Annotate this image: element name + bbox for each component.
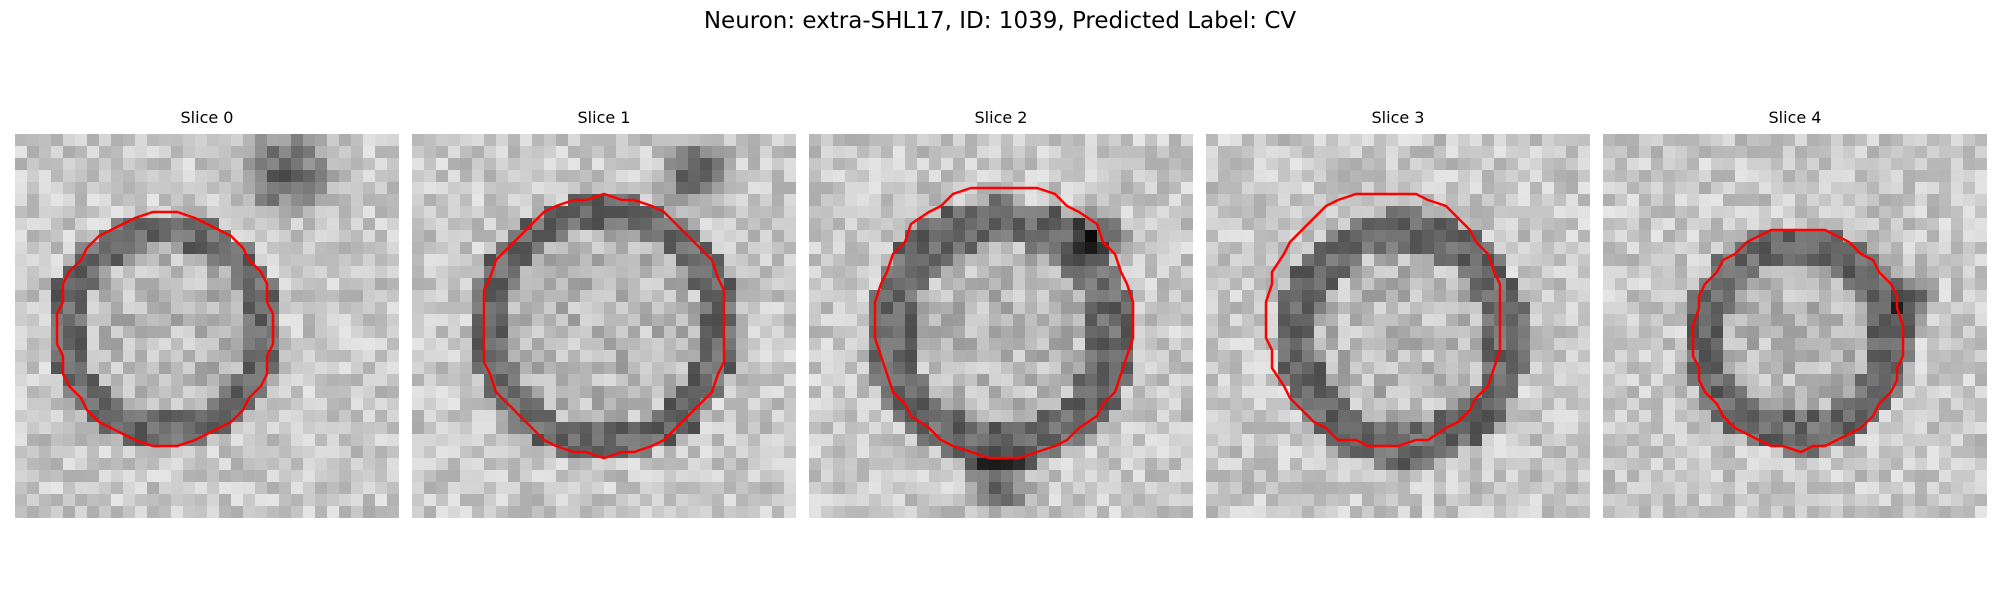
pixel-grid (809, 134, 1193, 518)
slice-panel-4: Slice 4 (1603, 108, 1987, 518)
slice-title-4: Slice 4 (1768, 108, 1822, 127)
slice-panel-0: Slice 0 (15, 108, 399, 518)
pixel-grid (1206, 134, 1590, 518)
slice-panel-3: Slice 3 (1206, 108, 1590, 518)
slice-image-0 (15, 134, 399, 518)
pixel-grid (15, 134, 399, 518)
segmentation-contour (1264, 192, 1502, 448)
segmentation-contour (55, 210, 275, 448)
pixel-grid (412, 134, 796, 518)
slice-title-2: Slice 2 (974, 108, 1028, 127)
slice-panel-2: Slice 2 (809, 108, 1193, 518)
segmentation-contour (873, 186, 1135, 460)
slice-title-0: Slice 0 (180, 108, 234, 127)
slice-title-3: Slice 3 (1371, 108, 1425, 127)
slice-title-1: Slice 1 (577, 108, 631, 127)
segmentation-contour (1691, 228, 1905, 454)
slice-image-4 (1603, 134, 1987, 518)
pixel-grid (1603, 134, 1987, 518)
figure-title: Neuron: extra-SHL17, ID: 1039, Predicted… (703, 8, 1297, 34)
slice-image-3 (1206, 134, 1590, 518)
slice-image-2 (809, 134, 1193, 518)
slice-panel-1: Slice 1 (412, 108, 796, 518)
segmentation-contour (482, 192, 726, 460)
slice-image-1 (412, 134, 796, 518)
